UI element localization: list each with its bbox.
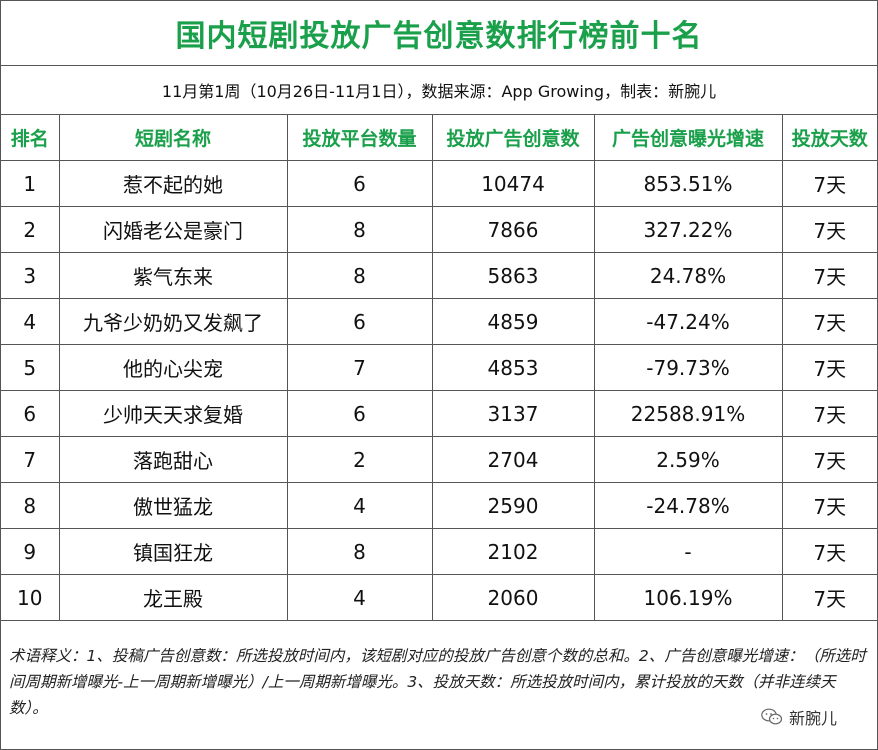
cell-days: 7天 bbox=[781, 436, 877, 483]
glossary-note: 术语释义：1、投稿广告创意数：所选投放时间内，该短剧对应的投放广告创意个数的总和… bbox=[9, 647, 866, 717]
cell-rank: 6 bbox=[1, 390, 60, 437]
cell-name: 龙王殿 bbox=[58, 574, 288, 621]
cell-rank: 2 bbox=[1, 206, 60, 253]
cell-creatives: 2102 bbox=[431, 528, 595, 575]
cell-days: 7天 bbox=[781, 252, 877, 299]
cell-platforms: 6 bbox=[286, 390, 433, 437]
cell-platforms: 2 bbox=[286, 436, 433, 483]
cell-growth: 24.78% bbox=[593, 252, 783, 299]
cell-name: 他的心尖宠 bbox=[58, 344, 288, 391]
cell-name: 惹不起的她 bbox=[58, 160, 288, 207]
cell-creatives: 2590 bbox=[431, 482, 595, 529]
col-header-rank: 排名 bbox=[1, 115, 60, 161]
cell-growth: 853.51% bbox=[593, 160, 783, 207]
cell-platforms: 8 bbox=[286, 206, 433, 253]
col-header-growth: 广告创意曝光增速 bbox=[593, 115, 783, 161]
cell-creatives: 5863 bbox=[431, 252, 595, 299]
table-row: 6 少帅天天求复婚 6 3137 22588.91% 7天 bbox=[1, 390, 877, 437]
table-header-row: 排名 短剧名称 投放平台数量 投放广告创意数 广告创意曝光增速 投放天数 bbox=[1, 115, 877, 161]
cell-name: 少帅天天求复婚 bbox=[58, 390, 288, 437]
cell-growth: 2.59% bbox=[593, 436, 783, 483]
cell-growth: 106.19% bbox=[593, 574, 783, 621]
cell-name: 傲世猛龙 bbox=[58, 482, 288, 529]
cell-rank: 9 bbox=[1, 528, 60, 575]
cell-growth: 22588.91% bbox=[593, 390, 783, 437]
cell-platforms: 6 bbox=[286, 298, 433, 345]
cell-rank: 10 bbox=[1, 574, 60, 621]
cell-days: 7天 bbox=[781, 298, 877, 345]
table-row: 10 龙王殿 4 2060 106.19% 7天 bbox=[1, 574, 877, 621]
cell-days: 7天 bbox=[781, 206, 877, 253]
table-row: 5 他的心尖宠 7 4853 -79.73% 7天 bbox=[1, 344, 877, 391]
cell-name: 闪婚老公是豪门 bbox=[58, 206, 288, 253]
table-row: 8 傲世猛龙 4 2590 -24.78% 7天 bbox=[1, 482, 877, 529]
cell-creatives: 3137 bbox=[431, 390, 595, 437]
table-row: 3 紫气东来 8 5863 24.78% 7天 bbox=[1, 252, 877, 299]
cell-rank: 8 bbox=[1, 482, 60, 529]
cell-days: 7天 bbox=[781, 482, 877, 529]
cell-growth: -24.78% bbox=[593, 482, 783, 529]
table-row: 2 闪婚老公是豪门 8 7866 327.22% 7天 bbox=[1, 206, 877, 253]
table-body: 1 惹不起的她 6 10474 853.51% 7天 2 闪婚老公是豪门 8 7866 327.22… bbox=[1, 160, 877, 621]
cell-rank: 4 bbox=[1, 298, 60, 345]
cell-days: 7天 bbox=[781, 528, 877, 575]
cell-platforms: 8 bbox=[286, 252, 433, 299]
cell-growth: -79.73% bbox=[593, 344, 783, 391]
cell-platforms: 4 bbox=[286, 574, 433, 621]
page-title: 国内短剧投放广告创意数排行榜前十名 bbox=[1, 1, 877, 66]
cell-name: 落跑甜心 bbox=[58, 436, 288, 483]
cell-platforms: 6 bbox=[286, 160, 433, 207]
col-header-days: 投放天数 bbox=[781, 115, 877, 161]
col-header-name: 短剧名称 bbox=[58, 115, 288, 161]
cell-days: 7天 bbox=[781, 574, 877, 621]
cell-rank: 1 bbox=[1, 160, 60, 207]
cell-days: 7天 bbox=[781, 344, 877, 391]
cell-creatives: 4859 bbox=[431, 298, 595, 345]
cell-growth: -47.24% bbox=[593, 298, 783, 345]
cell-days: 7天 bbox=[781, 390, 877, 437]
cell-creatives: 2704 bbox=[431, 436, 595, 483]
table-row: 1 惹不起的她 6 10474 853.51% 7天 bbox=[1, 160, 877, 207]
watermark: 新腕儿 bbox=[757, 705, 838, 729]
col-header-creatives: 投放广告创意数 bbox=[431, 115, 595, 161]
cell-days: 7天 bbox=[781, 160, 877, 207]
cell-rank: 5 bbox=[1, 344, 60, 391]
col-header-platforms: 投放平台数量 bbox=[286, 115, 433, 161]
cell-platforms: 4 bbox=[286, 482, 433, 529]
wechat-icon bbox=[761, 708, 783, 725]
watermark-label: 新腕儿 bbox=[789, 709, 838, 728]
cell-name: 紫气东来 bbox=[58, 252, 288, 299]
cell-creatives: 4853 bbox=[431, 344, 595, 391]
cell-rank: 7 bbox=[1, 436, 60, 483]
cell-creatives: 10474 bbox=[431, 160, 595, 207]
cell-name: 九爷少奶奶又发飙了 bbox=[58, 298, 288, 345]
table-row: 4 九爷少奶奶又发飙了 6 4859 -47.24% 7天 bbox=[1, 298, 877, 345]
cell-growth: 327.22% bbox=[593, 206, 783, 253]
cell-growth: - bbox=[593, 528, 783, 575]
cell-platforms: 7 bbox=[286, 344, 433, 391]
cell-platforms: 8 bbox=[286, 528, 433, 575]
table-row: 9 镇国狂龙 8 2102-7天 bbox=[1, 528, 877, 575]
source-line: 11月第1周（10月26日-11月1日），数据来源：App Growing，制表… bbox=[1, 66, 877, 115]
ranking-table: 排名 短剧名称 投放平台数量 投放广告创意数 广告创意曝光增速 投放天数 1 惹不… bbox=[1, 115, 877, 621]
cell-creatives: 7866 bbox=[431, 206, 595, 253]
cell-creatives: 2060 bbox=[431, 574, 595, 621]
cell-rank: 3 bbox=[1, 252, 60, 299]
table-row: 7 落跑甜心 2 2704 2.59% 7天 bbox=[1, 436, 877, 483]
cell-name: 镇国狂龙 bbox=[58, 528, 288, 575]
